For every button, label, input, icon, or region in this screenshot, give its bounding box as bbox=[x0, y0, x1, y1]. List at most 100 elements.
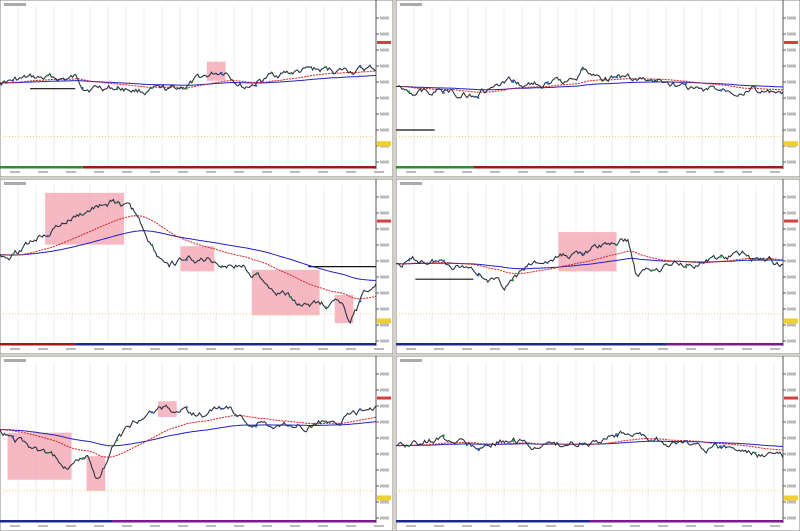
time-tick-label bbox=[770, 525, 780, 527]
signal-marker bbox=[359, 300, 362, 303]
time-tick-label bbox=[206, 525, 216, 527]
price-tick-label bbox=[787, 420, 796, 424]
signal-marker bbox=[359, 65, 362, 68]
price-tick-label bbox=[787, 372, 796, 376]
signal-marker bbox=[442, 91, 445, 94]
price-tick-label bbox=[380, 436, 389, 440]
time-tick-label bbox=[490, 171, 500, 173]
time-tick-label bbox=[290, 171, 300, 173]
current-price-tag bbox=[784, 396, 798, 400]
time-tick-label bbox=[94, 348, 104, 350]
signal-marker bbox=[511, 279, 514, 282]
time-tick-label bbox=[574, 525, 584, 527]
signal-marker bbox=[581, 442, 584, 445]
signal-marker bbox=[719, 89, 722, 92]
time-tick-label bbox=[434, 171, 444, 173]
session-bar bbox=[0, 166, 83, 169]
panel-title bbox=[4, 182, 26, 185]
price-tick-label bbox=[787, 468, 796, 472]
signal-marker bbox=[546, 261, 549, 264]
signal-marker bbox=[116, 439, 119, 442]
price-tick-label bbox=[787, 243, 796, 247]
signal-marker bbox=[615, 433, 618, 436]
time-tick-label bbox=[490, 348, 500, 350]
time-tick-label bbox=[630, 525, 640, 527]
time-tick-label bbox=[742, 171, 752, 173]
price-tick-label bbox=[380, 291, 389, 295]
signal-marker bbox=[81, 457, 84, 460]
signal-marker bbox=[615, 76, 618, 79]
signal-marker bbox=[81, 86, 84, 89]
time-tick-label bbox=[66, 171, 76, 173]
signal-marker bbox=[408, 445, 411, 448]
panel-title bbox=[400, 3, 422, 6]
price-tick-label bbox=[787, 227, 796, 231]
price-tick-label bbox=[380, 112, 389, 116]
chart-panel bbox=[396, 356, 800, 531]
signal-marker bbox=[754, 257, 757, 260]
price-tick-label bbox=[380, 227, 389, 231]
signal-marker bbox=[754, 86, 757, 89]
signal-marker bbox=[754, 451, 757, 454]
price-tick-label bbox=[380, 80, 389, 84]
time-tick-label bbox=[374, 348, 384, 350]
signal-marker bbox=[185, 258, 188, 261]
time-tick-label bbox=[686, 171, 696, 173]
price-tick-label bbox=[380, 500, 389, 504]
session-bar bbox=[473, 166, 783, 169]
time-tick-label bbox=[66, 348, 76, 350]
session-bar bbox=[82, 166, 376, 169]
price-line bbox=[396, 430, 784, 458]
time-tick-label bbox=[178, 525, 188, 527]
time-tick-label bbox=[602, 348, 612, 350]
signal-marker bbox=[685, 266, 688, 269]
slow-average bbox=[396, 81, 784, 91]
time-tick-label bbox=[374, 525, 384, 527]
price-tick-label bbox=[787, 259, 796, 263]
signal-marker bbox=[220, 72, 223, 75]
time-tick-label bbox=[206, 171, 216, 173]
time-tick-label bbox=[630, 171, 640, 173]
price-tick-label bbox=[380, 275, 389, 279]
price-tick-label bbox=[787, 64, 796, 68]
time-tick-label bbox=[462, 171, 472, 173]
signal-marker bbox=[719, 445, 722, 448]
signal-marker bbox=[12, 79, 15, 82]
price-tick-label bbox=[380, 307, 389, 311]
time-tick-label bbox=[318, 525, 328, 527]
time-tick-label bbox=[574, 171, 584, 173]
fast-average bbox=[0, 70, 376, 88]
price-tick-label bbox=[380, 195, 389, 199]
signal-marker bbox=[324, 420, 327, 423]
signal-marker bbox=[46, 235, 49, 238]
time-tick-label bbox=[178, 348, 188, 350]
price-tick-label bbox=[380, 516, 389, 520]
slow-average bbox=[0, 230, 377, 281]
time-tick-label bbox=[150, 525, 160, 527]
price-tick-label bbox=[787, 436, 796, 440]
time-tick-label bbox=[38, 171, 48, 173]
price-tick-label bbox=[380, 420, 389, 424]
signal-marker bbox=[442, 259, 445, 262]
session-bar bbox=[396, 166, 474, 169]
time-tick-label bbox=[94, 171, 104, 173]
signal-marker bbox=[581, 68, 584, 71]
time-tick-label bbox=[546, 348, 556, 350]
signal-marker bbox=[116, 201, 119, 204]
price-tick-label bbox=[380, 211, 389, 215]
session-bar bbox=[589, 520, 783, 523]
signal-marker bbox=[685, 439, 688, 442]
panel-title bbox=[400, 182, 422, 185]
signal-marker bbox=[546, 81, 549, 84]
signal-marker bbox=[255, 84, 258, 87]
signal-marker bbox=[289, 295, 292, 298]
session-bar bbox=[112, 520, 377, 523]
time-tick-label bbox=[546, 171, 556, 173]
price-tick-label bbox=[787, 452, 796, 456]
session-bar bbox=[666, 343, 783, 346]
price-tick-label bbox=[787, 516, 796, 520]
signal-marker bbox=[511, 439, 514, 442]
chart-panel bbox=[0, 179, 393, 354]
price-tick-label bbox=[380, 160, 389, 164]
